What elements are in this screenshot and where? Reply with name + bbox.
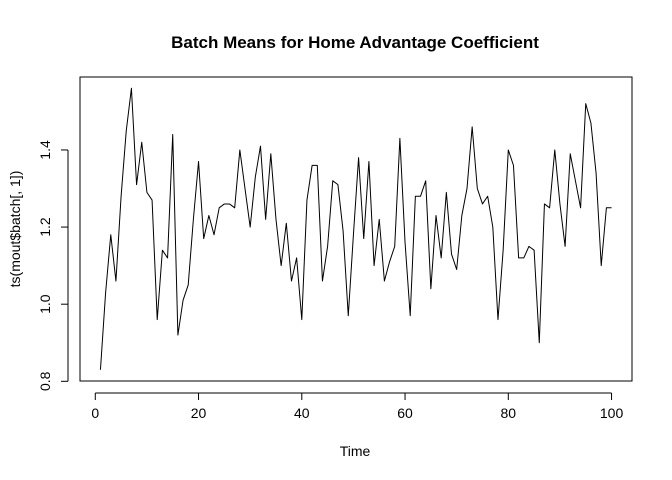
series-layer	[99, 87, 612, 370]
y-axis-label: ts(mout$batch[, 1])	[7, 171, 23, 288]
y-tick-label: 1.4	[37, 140, 53, 160]
y-axis: 0.8 1.0 1.2 1.4	[37, 140, 69, 391]
y-tick-label: 1.2	[37, 217, 53, 237]
x-axis: 0 20 40 60 80 100	[91, 392, 624, 421]
x-axis-label: Time	[340, 443, 371, 459]
plot-frame	[79, 76, 633, 382]
x-tick-label: 40	[294, 405, 310, 421]
x-tick-label: 0	[91, 405, 99, 421]
chart-title: Batch Means for Home Advantage Coefficie…	[171, 33, 539, 52]
series-line	[99, 87, 612, 370]
y-tick-label: 1.0	[37, 294, 53, 314]
x-tick-label: 80	[501, 405, 517, 421]
x-tick-label: 60	[397, 405, 413, 421]
x-tick-label: 20	[191, 405, 207, 421]
x-tick-label: 100	[600, 405, 624, 421]
y-tick-label: 0.8	[37, 371, 53, 391]
